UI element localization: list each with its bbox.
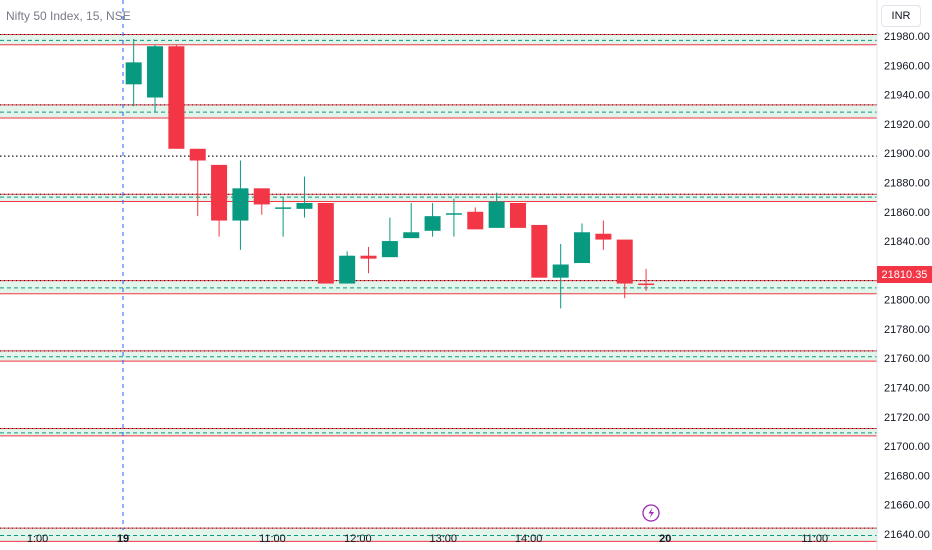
y-tick-label: 21660.00 <box>884 500 930 512</box>
currency-button[interactable]: INR <box>881 5 921 27</box>
candle[interactable] <box>403 202 420 239</box>
zone-band-5 <box>0 428 877 436</box>
time-axis: 1:00 19 11:00 12:00 13:00 14:00 20 11:00 <box>27 533 828 545</box>
y-tick-label: 21640.00 <box>884 529 930 541</box>
x-tick-label: 11:00 <box>801 533 828 545</box>
candle-body <box>232 188 249 221</box>
candle[interactable] <box>211 164 228 237</box>
candle[interactable] <box>147 44 164 113</box>
candle-body <box>574 232 591 264</box>
zone-band-3 <box>0 280 877 294</box>
y-tick-label: 21920.00 <box>884 119 930 131</box>
candle-body <box>467 211 484 230</box>
candle-body <box>275 207 292 209</box>
candle[interactable] <box>339 251 356 284</box>
y-tick-label: 21780.00 <box>884 324 930 336</box>
candle[interactable] <box>381 217 398 258</box>
candle[interactable] <box>360 246 377 274</box>
candle-body <box>488 201 505 228</box>
candle[interactable] <box>296 176 313 218</box>
y-tick-label: 21880.00 <box>884 177 930 189</box>
candle[interactable] <box>232 160 249 250</box>
zone-band-1 <box>0 104 877 119</box>
candle-body <box>253 188 270 205</box>
candle[interactable] <box>616 239 633 299</box>
candle-body <box>445 213 462 215</box>
candle-body <box>339 255 356 284</box>
candle-body <box>638 283 655 286</box>
candle[interactable] <box>424 202 441 237</box>
y-tick-label: 21720.00 <box>884 412 930 424</box>
candle[interactable] <box>125 38 142 107</box>
candle[interactable] <box>275 197 292 237</box>
candle[interactable] <box>445 198 462 237</box>
y-tick-label: 21740.00 <box>884 383 930 395</box>
candle-body <box>616 239 633 284</box>
candle-body <box>381 241 398 258</box>
y-tick-label: 21700.00 <box>884 441 930 453</box>
x-tick-label: 14:00 <box>515 533 543 545</box>
candle-body <box>424 216 441 231</box>
last-price-label: 21810.35 <box>877 266 932 283</box>
candle[interactable] <box>638 268 655 291</box>
candle[interactable] <box>552 243 569 309</box>
candle[interactable] <box>467 207 484 230</box>
candle-body <box>296 202 313 209</box>
price-axis: 21640.00 21660.00 21680.00 21700.00 21720.00… <box>884 31 930 541</box>
candle[interactable] <box>531 224 548 278</box>
candle-body <box>509 202 526 228</box>
candle-body <box>168 46 185 149</box>
candle[interactable] <box>168 44 185 149</box>
candle-body <box>125 62 142 85</box>
y-tick-label: 21980.00 <box>884 31 930 43</box>
x-tick-label: 1:00 <box>27 533 48 545</box>
zone-band-2 <box>0 194 877 202</box>
candle[interactable] <box>317 202 334 284</box>
y-tick-label: 21800.00 <box>884 295 930 307</box>
candle-body <box>595 233 612 240</box>
candle-body <box>317 202 334 284</box>
chart-title: Nifty 50 Index, 15, NSE <box>6 9 131 23</box>
candle-body <box>360 255 377 259</box>
zone-band-6 <box>0 528 877 542</box>
candle-body <box>211 164 228 221</box>
y-tick-label: 21760.00 <box>884 353 930 365</box>
lightning-icon[interactable] <box>642 504 660 522</box>
candle-body <box>403 232 420 239</box>
candle[interactable] <box>574 223 591 264</box>
candle[interactable] <box>488 192 505 228</box>
y-tick-label: 21960.00 <box>884 60 930 72</box>
zones-layer <box>0 34 877 542</box>
x-tick-label: 13:00 <box>429 533 457 545</box>
candle-body <box>531 224 548 278</box>
y-tick-label: 21860.00 <box>884 207 930 219</box>
candle[interactable] <box>595 220 612 250</box>
zone-band-0 <box>0 34 877 45</box>
zone-band-4 <box>0 350 877 362</box>
x-tick-label: 19 <box>117 533 129 545</box>
candle[interactable] <box>189 148 206 217</box>
candles-layer <box>125 38 655 309</box>
y-tick-label: 21940.00 <box>884 90 930 102</box>
candle[interactable] <box>253 188 270 215</box>
candle-body <box>147 46 164 98</box>
x-tick-label: 11:00 <box>259 533 286 545</box>
candle-body <box>189 148 206 161</box>
candle-body <box>552 264 569 278</box>
x-tick-label: 20 <box>659 533 671 545</box>
y-tick-label: 21900.00 <box>884 148 930 160</box>
x-tick-label: 12:00 <box>344 533 372 545</box>
y-tick-label: 21680.00 <box>884 470 930 482</box>
candle[interactable] <box>509 202 526 228</box>
y-tick-label: 21840.00 <box>884 236 930 248</box>
